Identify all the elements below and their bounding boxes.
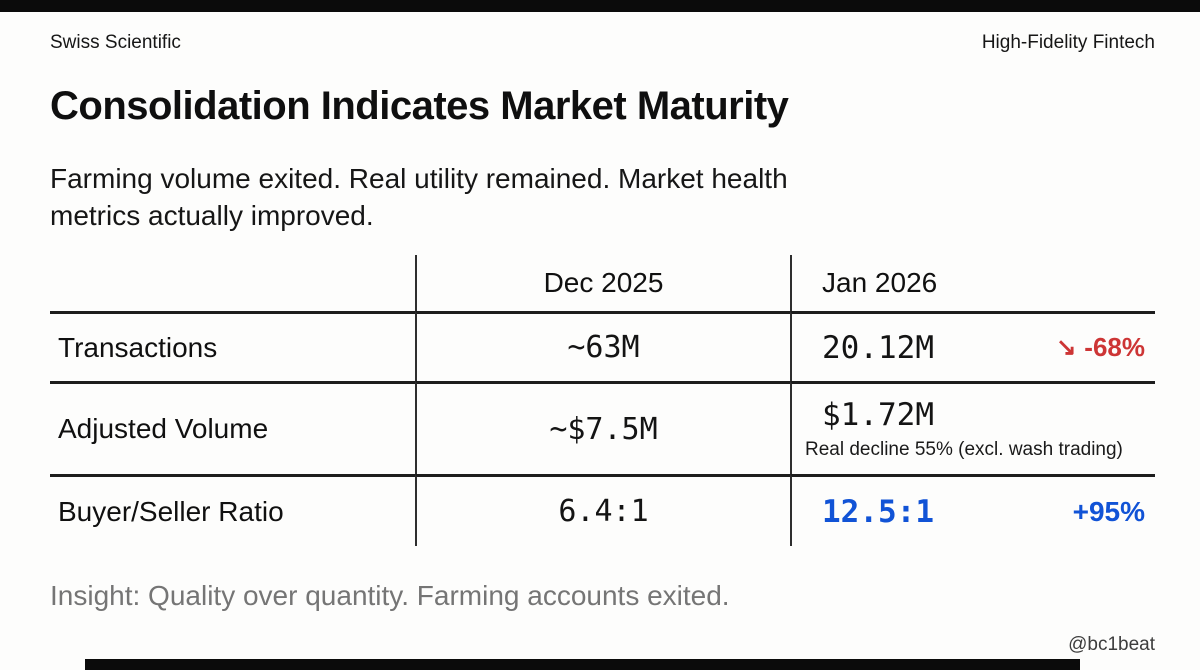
- transactions-jan-cell: 20.12M ↘ -68%: [790, 311, 1155, 381]
- page-title: Consolidation Indicates Market Maturity: [50, 84, 789, 128]
- bottom-black-bar: [85, 659, 1080, 670]
- column-header-dec-2025: Dec 2025: [415, 255, 790, 311]
- brand-left: Swiss Scientific: [50, 32, 181, 53]
- buyer-seller-change-value: +95%: [1072, 495, 1145, 527]
- header-empty-cell: [50, 255, 415, 311]
- subtitle: Farming volume exited. Real utility rema…: [50, 160, 788, 234]
- buyer-seller-dec-value: 6.4:1: [415, 474, 790, 546]
- metrics-table: Dec 2025 Jan 2026 Transactions ~63M 20.1…: [50, 255, 1155, 546]
- transactions-dec-value: ~63M: [415, 311, 790, 381]
- transactions-change: ↘ -68%: [1056, 332, 1145, 363]
- down-right-arrow-icon: ↘: [1056, 334, 1077, 361]
- buyer-seller-jan-value: 12.5:1: [822, 493, 934, 530]
- adjusted-volume-dec-value: ~$7.5M: [415, 381, 790, 474]
- row-label-buyer-seller-ratio: Buyer/Seller Ratio: [50, 474, 415, 546]
- column-header-jan-2026: Jan 2026: [790, 255, 1155, 311]
- adjusted-volume-jan-cell: $1.72M Real decline 55% (excl. wash trad…: [790, 381, 1155, 474]
- subtitle-line-2: metrics actually improved.: [50, 200, 374, 231]
- row-label-transactions: Transactions: [50, 311, 415, 381]
- brand-row: Swiss Scientific High-Fidelity Fintech: [50, 32, 1155, 54]
- buyer-seller-jan-cell: 12.5:1 +95%: [790, 474, 1155, 546]
- insight-text: Insight: Quality over quantity. Farming …: [50, 580, 730, 611]
- row-label-adjusted-volume: Adjusted Volume: [50, 381, 415, 474]
- transactions-jan-value: 20.12M: [822, 329, 934, 366]
- watermark-handle: @bc1beat: [1068, 634, 1155, 655]
- top-black-bar: [0, 0, 1200, 12]
- adjusted-volume-jan-value: $1.72M: [822, 397, 934, 433]
- adjusted-volume-note: Real decline 55% (excl. wash trading): [805, 439, 1123, 460]
- brand-right: High-Fidelity Fintech: [981, 32, 1155, 53]
- transactions-change-value: -68%: [1084, 332, 1145, 362]
- subtitle-line-1: Farming volume exited. Real utility rema…: [50, 163, 788, 194]
